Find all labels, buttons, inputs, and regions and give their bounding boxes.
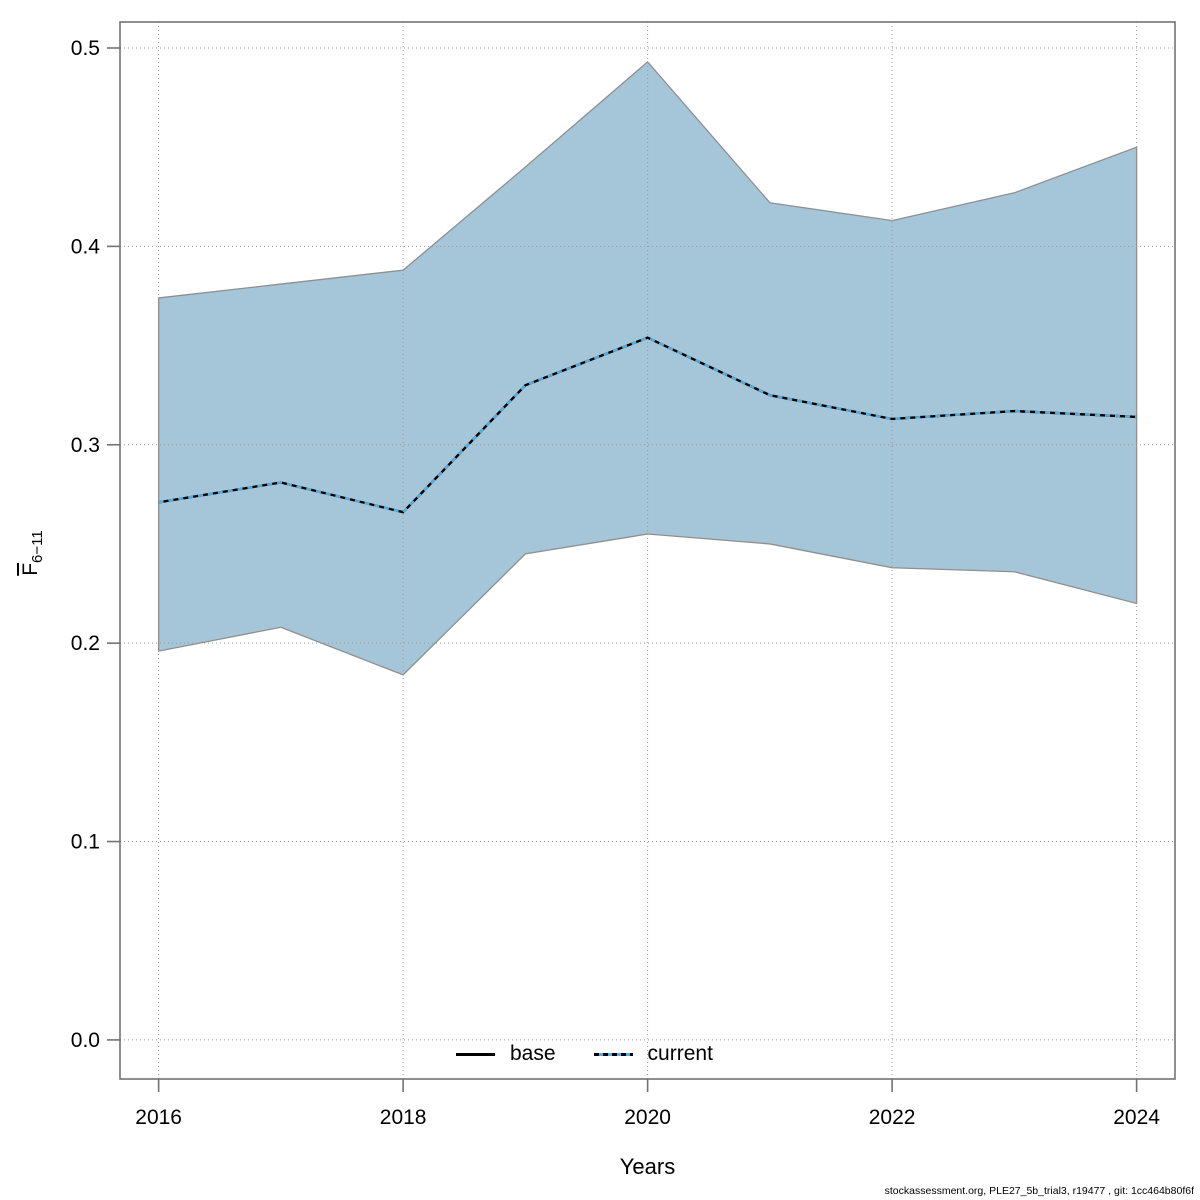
x-tick-label: 2020	[624, 1106, 671, 1129]
x-tick-label: 2018	[380, 1106, 427, 1129]
y-tick-label: 0.4	[71, 235, 101, 258]
x-tick-label: 2022	[869, 1106, 916, 1129]
y-axis-title: F6−11	[19, 493, 49, 613]
y-axis-title-subscript: 6−11	[29, 530, 47, 563]
x-tick-label: 2024	[1113, 1106, 1160, 1129]
y-tick-label: 0.5	[71, 37, 100, 60]
footer-attribution: stockassessment.org, PLE27_5b_trial3, r1…	[884, 1185, 1194, 1197]
base-line	[158, 336, 1137, 514]
current-line-sample-icon	[593, 1053, 633, 1056]
x-tick-label: 2016	[135, 1106, 182, 1129]
x-axis-title: Years	[620, 1154, 675, 1179]
y-tick-label: 0.1	[71, 831, 100, 854]
legend-item-current: current	[593, 1042, 713, 1066]
legend-item-base: base	[456, 1043, 556, 1066]
legend-label-base: base	[510, 1042, 556, 1065]
y-tick-label: 0.2	[71, 632, 100, 655]
base-line-sample-icon	[456, 1053, 495, 1056]
legend-label-current: current	[647, 1042, 713, 1065]
legend: base current	[456, 1043, 713, 1066]
y-tick-label: 0.0	[71, 1029, 100, 1052]
y-axis-title-main: F	[19, 562, 42, 576]
y-tick-label: 0.3	[71, 434, 100, 457]
